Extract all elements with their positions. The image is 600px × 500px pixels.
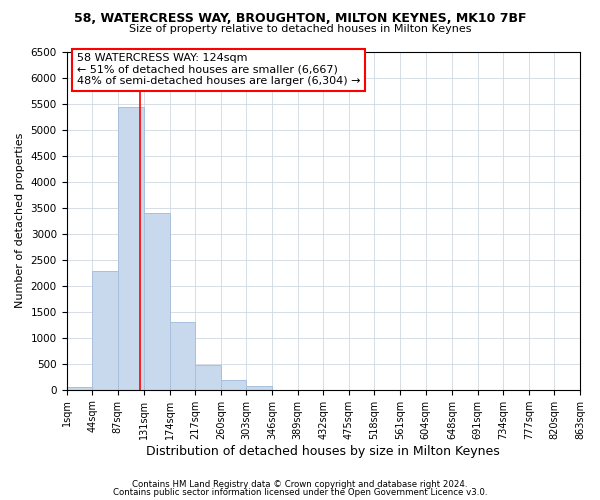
Bar (247, 386, 272, 390)
X-axis label: Distribution of detached houses by size in Milton Keynes: Distribution of detached houses by size … (146, 444, 500, 458)
Text: 58, WATERCRESS WAY, BROUGHTON, MILTON KEYNES, MK10 7BF: 58, WATERCRESS WAY, BROUGHTON, MILTON KE… (74, 12, 526, 24)
Text: Size of property relative to detached houses in Milton Keynes: Size of property relative to detached ho… (129, 24, 471, 34)
Y-axis label: Number of detached properties: Number of detached properties (15, 133, 25, 308)
Bar (67, 387, 92, 390)
Bar (144, 214, 170, 390)
Bar (195, 364, 221, 390)
Bar (92, 271, 118, 390)
Text: Contains public sector information licensed under the Open Government Licence v3: Contains public sector information licen… (113, 488, 487, 497)
Text: 58 WATERCRESS WAY: 124sqm
← 51% of detached houses are smaller (6,667)
48% of se: 58 WATERCRESS WAY: 124sqm ← 51% of detac… (77, 53, 360, 86)
Bar (170, 322, 195, 390)
Text: Contains HM Land Registry data © Crown copyright and database right 2024.: Contains HM Land Registry data © Crown c… (132, 480, 468, 489)
Bar (118, 107, 144, 390)
Bar (221, 380, 247, 390)
